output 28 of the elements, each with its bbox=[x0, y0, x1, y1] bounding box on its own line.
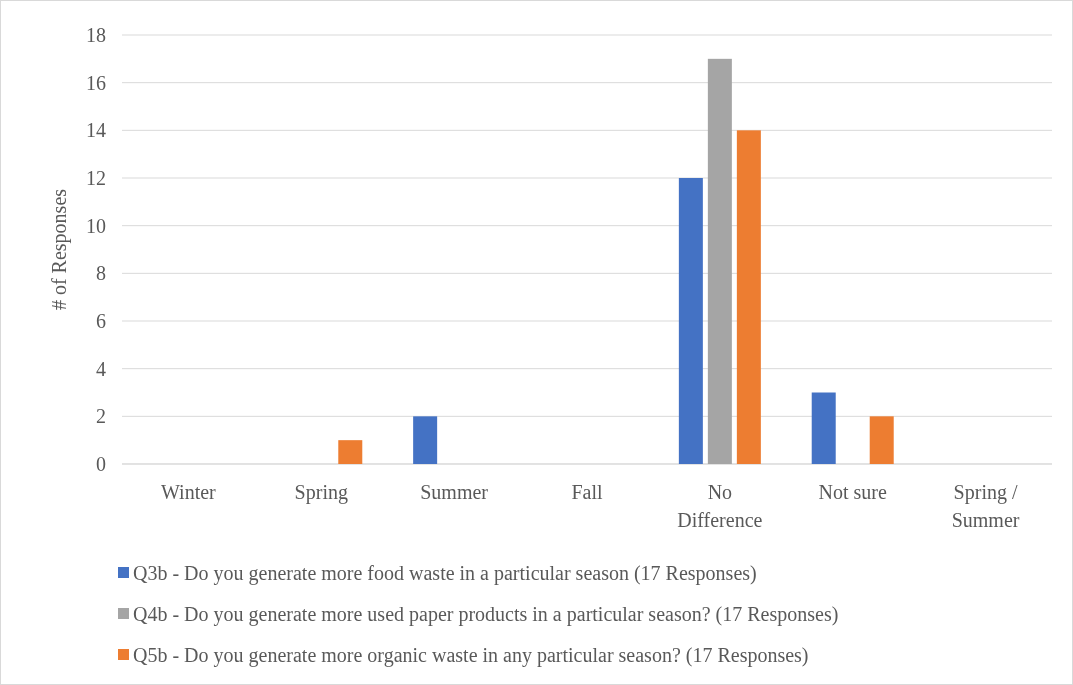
y-axis-title: # of Responses bbox=[48, 188, 71, 311]
x-tick-label: Not sure bbox=[818, 481, 887, 503]
y-tick-label: 14 bbox=[86, 119, 106, 142]
y-tick-label: 18 bbox=[86, 24, 106, 46]
y-tick-label: 10 bbox=[86, 214, 106, 237]
y-tick-label: 12 bbox=[86, 167, 106, 189]
legend-label: Q3b - Do you generate more food waste in a particular season (17 Responses) bbox=[133, 562, 757, 585]
bar bbox=[413, 416, 438, 464]
y-tick-label: 4 bbox=[96, 357, 106, 380]
y-tick-label: 0 bbox=[96, 453, 106, 475]
x-tick-label: Summer bbox=[420, 481, 489, 503]
bar bbox=[811, 392, 836, 464]
legend-label: Q5b - Do you generate more organic waste in any particular season? (17 Responses) bbox=[133, 644, 809, 667]
y-tick-label: 6 bbox=[96, 310, 106, 332]
bar bbox=[736, 130, 761, 464]
x-tick-label: Fall bbox=[571, 481, 603, 503]
x-tick-label: Spring bbox=[294, 481, 348, 504]
bar bbox=[678, 178, 703, 464]
bar bbox=[869, 416, 894, 464]
x-tick-label: No Difference bbox=[677, 481, 763, 531]
y-tick-label: 8 bbox=[96, 262, 106, 285]
legend-label: Q4b - Do you generate more used paper products in a particular season? (17 Responses) bbox=[133, 603, 839, 626]
x-tick-label: Winter bbox=[161, 481, 217, 503]
bar bbox=[707, 58, 732, 464]
bar bbox=[338, 440, 363, 464]
y-tick-label: 16 bbox=[86, 71, 106, 94]
x-tick-label: Spring / Summer bbox=[951, 481, 1020, 531]
y-tick-label: 2 bbox=[96, 405, 106, 428]
